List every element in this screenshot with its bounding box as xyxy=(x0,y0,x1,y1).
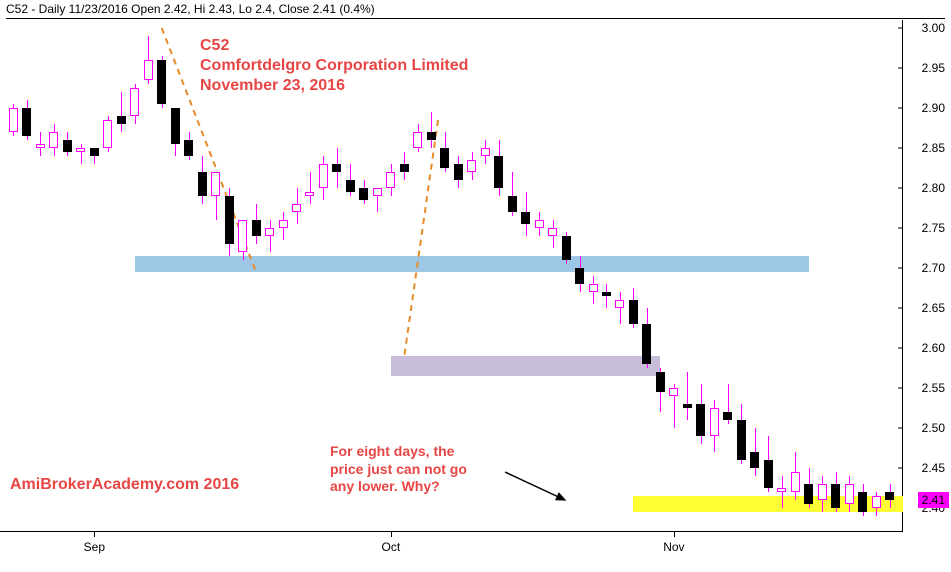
annotation-arrow xyxy=(0,0,951,572)
chart-container: C52 - Daily 11/23/2016 Open 2.42, Hi 2.4… xyxy=(0,0,951,572)
